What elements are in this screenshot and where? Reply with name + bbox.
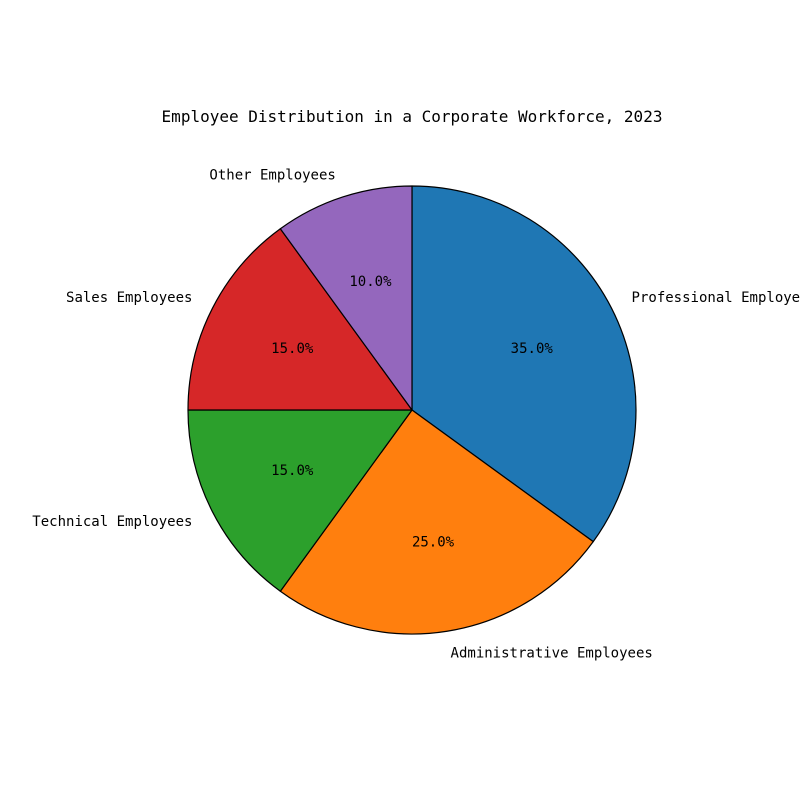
slice-percent-sales-employees: 15.0% bbox=[271, 341, 314, 357]
pie-slice-technical-employees bbox=[187, 409, 413, 592]
slice-label-sales-employees: Sales Employees bbox=[66, 290, 192, 306]
chart-title: Employee Distribution in a Corporate Wor… bbox=[162, 107, 663, 126]
slice-label-technical-employees: Technical Employees bbox=[32, 514, 192, 530]
pie-slice-professional-employees bbox=[411, 185, 637, 543]
slice-percent-professional-employees: 35.0% bbox=[511, 341, 554, 357]
pie-slice-other-employees bbox=[279, 185, 413, 411]
slice-label-administrative-employees: Administrative Employees bbox=[451, 645, 653, 661]
pie-slice-sales-employees bbox=[187, 228, 413, 411]
slice-percent-technical-employees: 15.0% bbox=[271, 463, 314, 479]
slice-label-professional-employees: Professional Employees bbox=[632, 290, 800, 306]
pie-labels: Professional Employees Administrative Emp… bbox=[32, 168, 800, 662]
slice-percent-administrative-employees: 25.0% bbox=[412, 535, 455, 551]
slice-label-other-employees: Other Employees bbox=[209, 168, 335, 184]
pie-slices bbox=[187, 185, 637, 635]
pie-slice-administrative-employees bbox=[279, 409, 594, 635]
pie-percent-labels: 35.0% 25.0% 15.0% 15.0% 10.0% bbox=[271, 274, 553, 551]
slice-percent-other-employees: 10.0% bbox=[349, 274, 392, 290]
